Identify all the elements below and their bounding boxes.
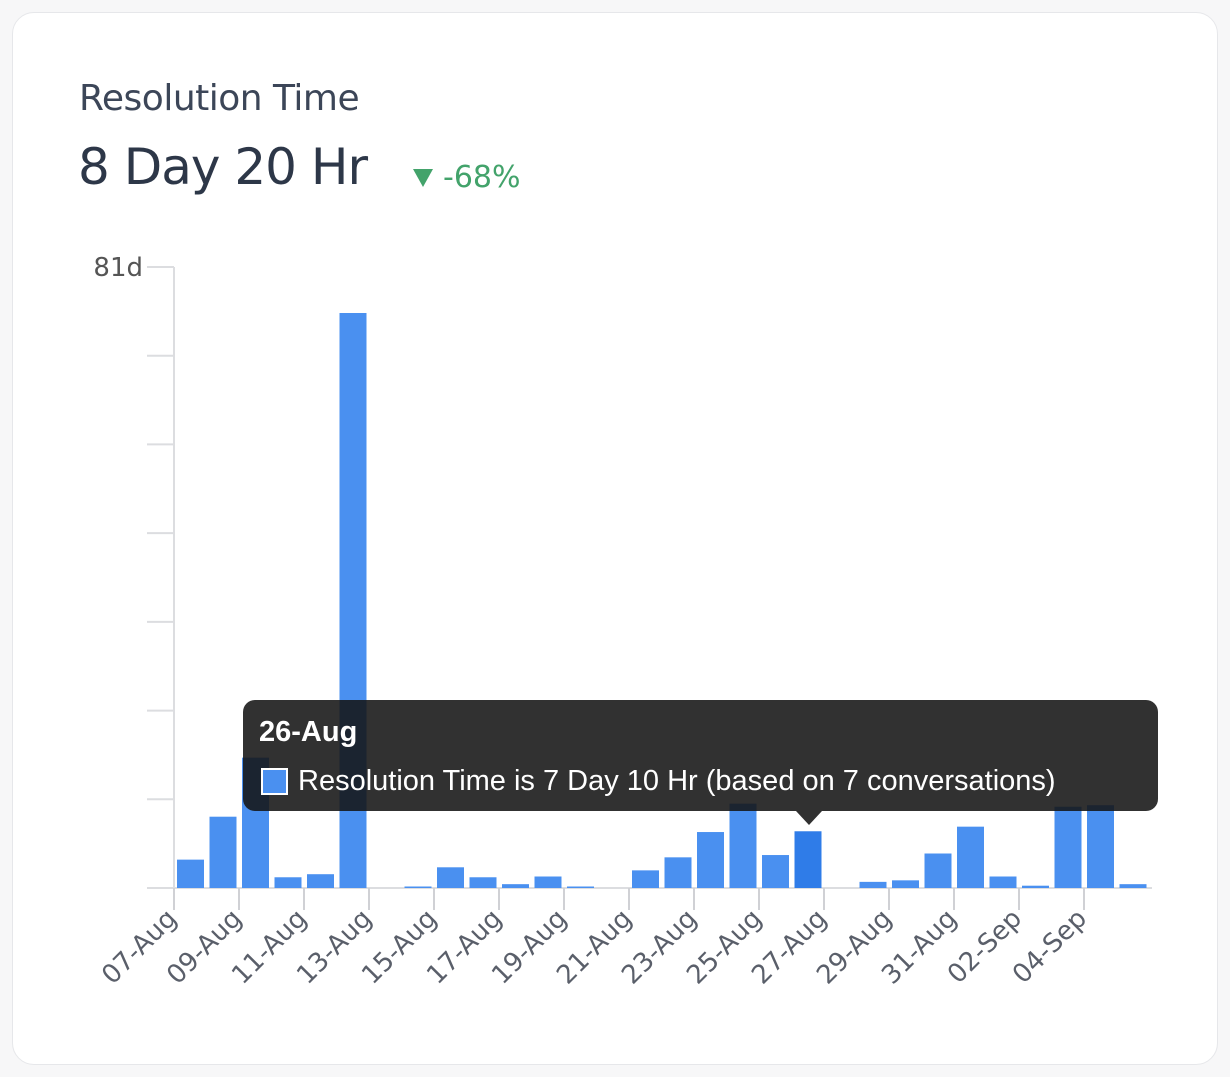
bar-22-Aug: [664, 857, 692, 888]
bar-10-Aug: [274, 877, 302, 888]
tooltip-row: Resolution Time is 7 Day 10 Hr (based on…: [259, 765, 1142, 798]
bar-26-Aug: [794, 831, 822, 888]
bar-08-Aug: [209, 816, 237, 888]
metric-change: -68%: [413, 160, 521, 195]
series-swatch-icon: [261, 768, 288, 795]
tooltip-caret: [796, 811, 822, 825]
bar-11-Aug: [307, 874, 334, 888]
triangle-down-icon: [413, 168, 433, 187]
tooltip-text: Resolution Time is 7 Day 10 Hr (based on…: [298, 765, 1056, 797]
bar-28-Aug: [859, 881, 887, 888]
bar-30-Aug: [924, 853, 952, 888]
bar-21-Aug: [632, 870, 659, 888]
metric-change-value: -68%: [443, 160, 521, 195]
metric-title: Resolution Time: [79, 78, 360, 119]
bar-16-Aug: [469, 877, 497, 888]
bar-03-Sep: [1054, 806, 1082, 888]
bar-02-Sep: [1022, 885, 1049, 888]
bar-31-Aug: [957, 826, 984, 888]
bar-01-Sep: [989, 876, 1017, 888]
bar-29-Aug: [892, 880, 919, 888]
metric-value: 8 Day 20 Hr: [78, 138, 368, 196]
bar-04-Sep: [1087, 805, 1114, 888]
bar-05-Sep: [1119, 884, 1147, 888]
bar-14-Aug: [404, 886, 432, 888]
tooltip-title: 26-Aug: [259, 716, 358, 748]
bar-19-Aug: [567, 886, 594, 888]
bar-15-Aug: [437, 867, 464, 888]
bar-24-Aug: [729, 803, 757, 888]
bar-17-Aug: [502, 884, 529, 888]
chart-tooltip: 26-Aug Resolution Time is 7 Day 10 Hr (b…: [243, 700, 1158, 811]
bar-25-Aug: [762, 855, 789, 888]
bar-18-Aug: [534, 876, 562, 888]
resolution-time-card: [12, 12, 1218, 1065]
bar-23-Aug: [697, 832, 724, 888]
y-axis-max-label: 81d: [93, 253, 143, 283]
x-tick-label: 04-Sep: [1007, 904, 1093, 990]
bar-07-Aug: [177, 859, 204, 888]
